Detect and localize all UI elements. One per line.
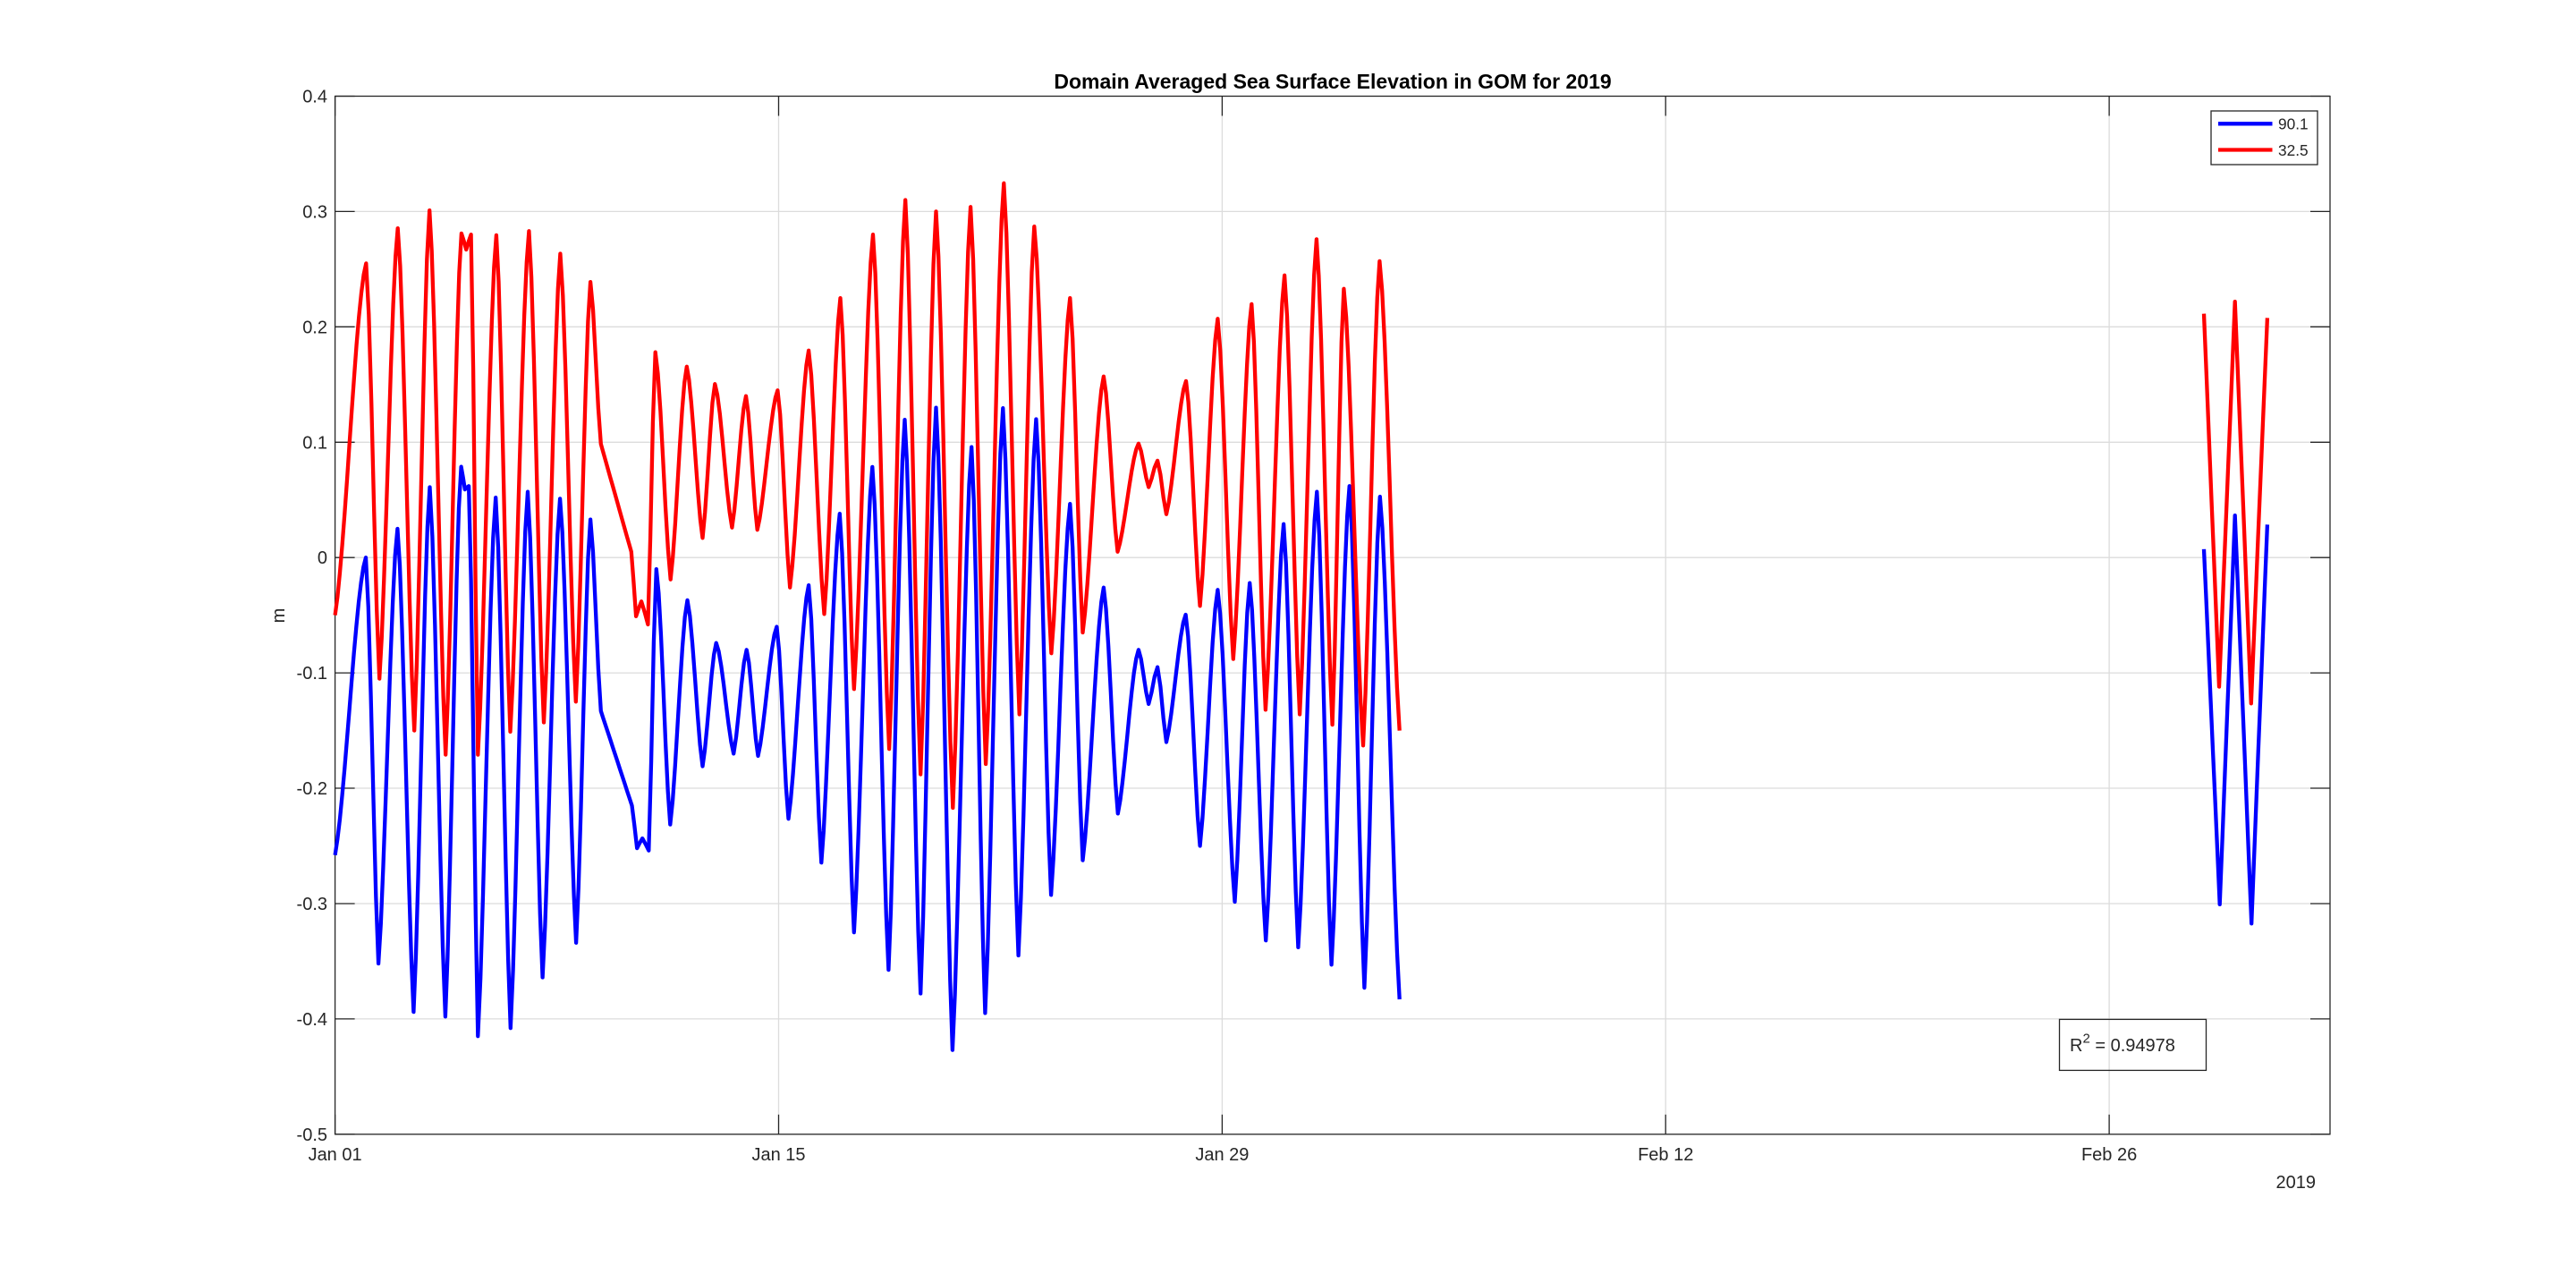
svg-text:32.5: 32.5 xyxy=(2278,141,2309,159)
svg-text:Feb 12: Feb 12 xyxy=(1638,1145,1693,1165)
svg-text:Domain Averaged Sea Surface El: Domain Averaged Sea Surface Elevation in… xyxy=(1054,70,1611,93)
svg-text:-0.2: -0.2 xyxy=(297,779,327,799)
svg-text:0.2: 0.2 xyxy=(302,318,327,337)
svg-text:m: m xyxy=(269,608,289,624)
svg-text:0.3: 0.3 xyxy=(302,202,327,222)
svg-text:0.4: 0.4 xyxy=(302,88,327,107)
svg-text:Jan 29: Jan 29 xyxy=(1195,1145,1249,1165)
svg-text:Jan 01: Jan 01 xyxy=(309,1145,362,1165)
svg-text:90.1: 90.1 xyxy=(2278,115,2309,133)
svg-text:-0.5: -0.5 xyxy=(297,1125,327,1145)
svg-text:0: 0 xyxy=(318,548,327,568)
svg-text:2019: 2019 xyxy=(2276,1173,2317,1193)
svg-text:-0.3: -0.3 xyxy=(297,895,327,914)
svg-text:Jan 15: Jan 15 xyxy=(751,1145,805,1165)
svg-text:0.1: 0.1 xyxy=(302,433,327,453)
svg-text:-0.4: -0.4 xyxy=(297,1010,327,1030)
svg-text:Feb 26: Feb 26 xyxy=(2081,1145,2137,1165)
svg-text:-0.1: -0.1 xyxy=(297,664,327,684)
svg-text:R2 = 0.94978: R2 = 0.94978 xyxy=(2070,1032,2175,1057)
